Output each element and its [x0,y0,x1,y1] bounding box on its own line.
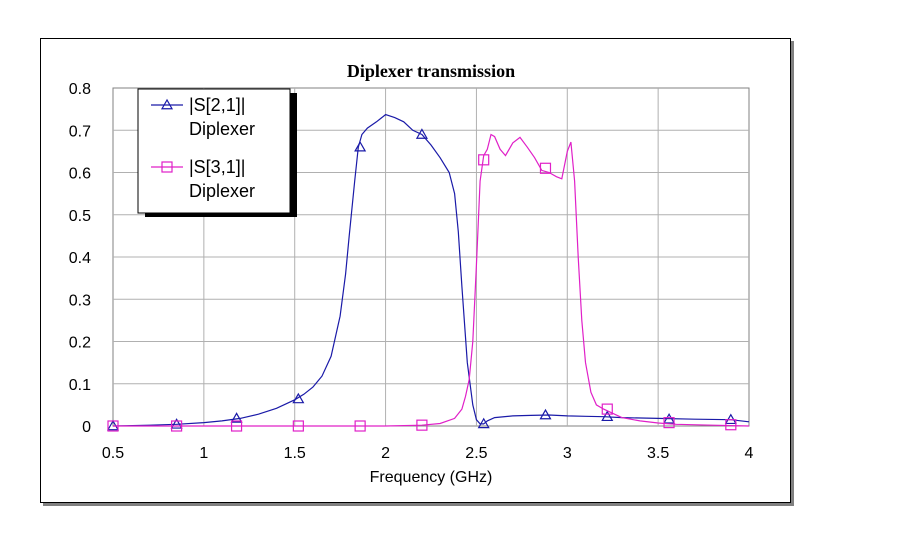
x-tick-label: 1 [199,445,208,462]
data-point-marker [725,419,737,431]
data-point-marker [230,420,243,432]
x-tick-label: 2.5 [465,445,487,462]
y-tick-labels: 0 0.1 0.2 0.3 0.4 0.5 0.6 0.7 0.8 [69,81,91,436]
x-tick-label: 2 [381,445,390,462]
data-point-marker [724,413,737,425]
data-point-marker [171,420,183,432]
x-axis-label: Frequency (GHz) [370,469,493,486]
y-tick-label: 0.4 [69,250,91,267]
y-tick-label: 0.2 [69,335,91,352]
data-point-marker [354,140,367,152]
legend-label: |S[3,1]| [189,157,245,177]
data-point-marker [170,418,183,429]
data-point-marker [539,162,552,174]
series-2 [107,133,750,432]
legend: |S[2,1]| Diplexer |S[3,1]| Diplexer [137,88,297,217]
series-layer [106,113,750,432]
data-point-marker [292,392,305,404]
data-point-marker [539,408,552,420]
data-point-marker [601,403,613,415]
data-point-marker [663,413,676,424]
data-point-marker [354,420,366,432]
data-point-marker [415,128,428,139]
y-tick-label: 0.5 [69,208,91,225]
x-tick-label: 1.5 [284,445,306,462]
legend-sublabel: Diplexer [189,181,255,201]
y-tick-label: 0.7 [69,123,91,140]
y-tick-label: 0.3 [69,292,91,309]
x-tick-label: 3 [563,445,572,462]
chart-frame: Diplexer transmission 0.5 1 1.5 2 2.5 3 3.5 4 0… [40,38,791,503]
data-point-marker [663,417,675,429]
data-point-marker [416,419,428,431]
y-tick-label: 0.1 [69,377,91,394]
x-tick-labels: 0.5 1 1.5 2 2.5 3 3.5 4 [102,445,754,462]
legend-entry: |S[3,1]| Diplexer [151,157,255,201]
legend-box [137,88,291,214]
x-tick-label: 4 [745,445,754,462]
y-tick-label: 0.8 [69,81,91,98]
series-1 [106,113,750,431]
diplexer-chart: Diplexer transmission 0.5 1 1.5 2 2.5 3 3.5 4 0… [69,61,754,486]
data-point-marker [477,417,490,429]
data-point-marker [601,410,614,422]
data-point-marker [478,154,490,166]
data-point-marker [230,412,243,423]
y-tick-label: 0.6 [69,166,91,183]
data-point-marker [106,419,120,431]
legend-entry: |S[2,1]| Diplexer [151,95,255,139]
legend-sublabel: Diplexer [189,119,255,139]
data-point-marker [292,420,304,432]
data-point-marker [107,420,119,432]
y-tick-label: 0 [82,419,91,436]
x-tick-label: 0.5 [102,445,124,462]
legend-swatch-marker [161,161,173,173]
chart-title: Diplexer transmission [347,61,515,81]
legend-swatch-marker [160,98,174,110]
legend-label: |S[2,1]| [189,95,245,115]
x-tick-label: 3.5 [647,445,669,462]
